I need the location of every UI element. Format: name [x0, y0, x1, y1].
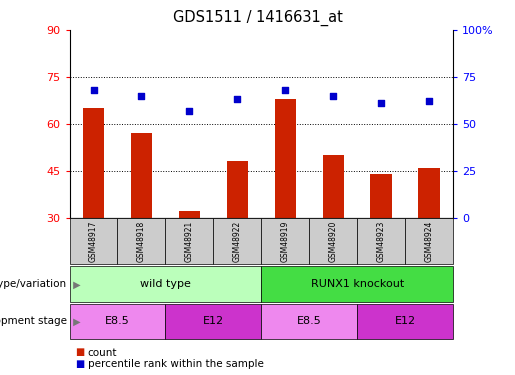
Text: GSM48921: GSM48921: [185, 220, 194, 262]
Text: count: count: [88, 348, 117, 357]
Text: GSM48919: GSM48919: [281, 220, 290, 262]
Text: genotype/variation: genotype/variation: [0, 279, 67, 289]
Point: [138, 93, 146, 99]
Text: GSM48922: GSM48922: [233, 220, 242, 262]
Bar: [227, 161, 248, 218]
Text: wild type: wild type: [140, 279, 191, 289]
Point: [377, 100, 385, 106]
Bar: [131, 133, 152, 218]
Bar: [83, 108, 105, 218]
Point: [425, 98, 433, 104]
Bar: [274, 99, 296, 218]
Bar: [179, 211, 200, 217]
Point: [281, 87, 289, 93]
Text: RUNX1 knockout: RUNX1 knockout: [311, 279, 404, 289]
Text: percentile rank within the sample: percentile rank within the sample: [88, 359, 264, 369]
Text: GSM48917: GSM48917: [89, 220, 98, 262]
Text: E12: E12: [394, 316, 416, 326]
Text: GSM48923: GSM48923: [377, 220, 386, 262]
Text: ■: ■: [75, 348, 84, 357]
Point: [90, 87, 98, 93]
Bar: [418, 168, 440, 217]
Bar: [322, 155, 344, 218]
Text: E12: E12: [203, 316, 224, 326]
Bar: [370, 174, 392, 217]
Point: [329, 93, 337, 99]
Text: GSM48918: GSM48918: [137, 220, 146, 262]
Text: GDS1511 / 1416631_at: GDS1511 / 1416631_at: [173, 9, 342, 26]
Point: [233, 96, 242, 102]
Text: ▶: ▶: [70, 316, 80, 327]
Text: ■: ■: [75, 359, 84, 369]
Point: [185, 108, 194, 114]
Text: development stage: development stage: [0, 316, 67, 326]
Text: GSM48924: GSM48924: [425, 220, 434, 262]
Text: E8.5: E8.5: [105, 316, 130, 326]
Text: GSM48920: GSM48920: [329, 220, 338, 262]
Text: E8.5: E8.5: [297, 316, 322, 326]
Text: ▶: ▶: [70, 279, 80, 290]
